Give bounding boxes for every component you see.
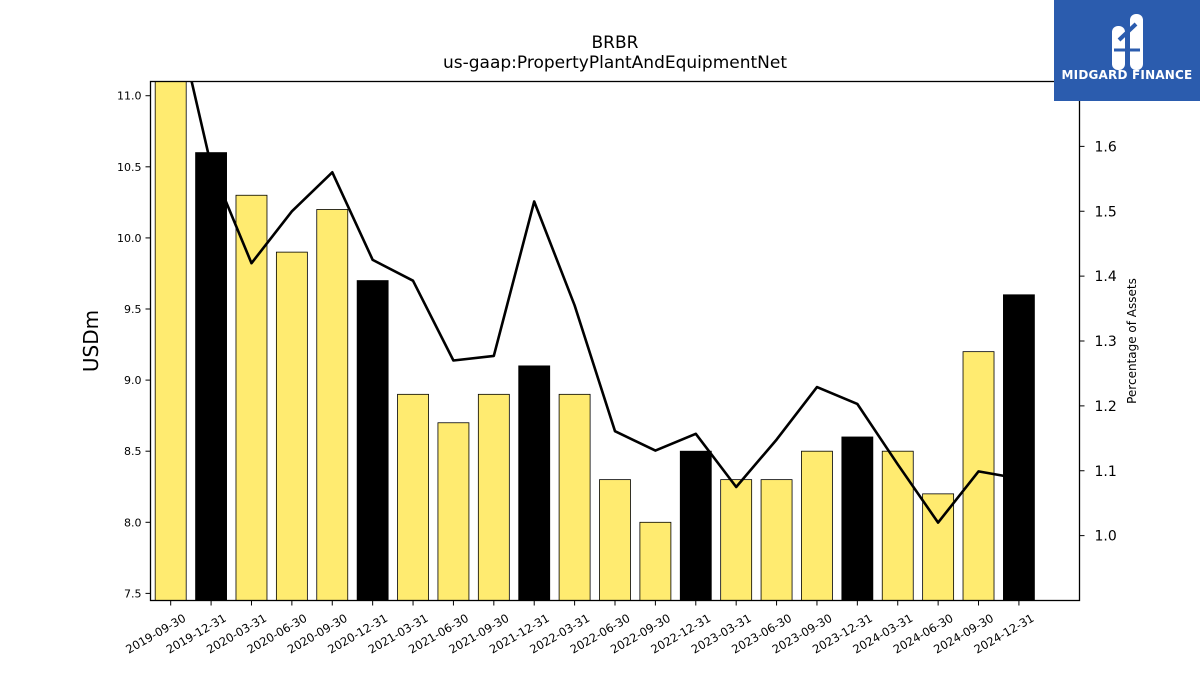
bar-2019-09-30 — [154, 81, 187, 601]
y2-tick-label: 1.5 — [1095, 204, 1117, 220]
bar-2020-09-30 — [316, 209, 349, 601]
bar-2023-03-31 — [720, 479, 753, 601]
y-tick-label: 8.0 — [124, 516, 142, 529]
bar-2024-12-31 — [1003, 294, 1035, 601]
y-tick-label: 8.5 — [124, 445, 142, 458]
bar-2022-12-31 — [679, 450, 712, 601]
y-tick-label: 11.0 — [117, 90, 142, 103]
bar-2020-06-30 — [275, 251, 308, 601]
brand-logo: MIDGARD FINANCE — [1054, 0, 1200, 101]
midgard-logo-icon — [1112, 14, 1143, 70]
bar-2021-06-30 — [437, 422, 470, 601]
y-tick-label: 10.0 — [117, 232, 142, 245]
bar-2021-03-31 — [397, 393, 429, 601]
bar-2021-09-30 — [477, 393, 510, 601]
y-tick-label: 9.5 — [124, 303, 142, 316]
bar-2022-06-30 — [599, 479, 631, 601]
y-axis-label: USDm — [79, 310, 103, 372]
percentage-line — [190, 81, 1020, 524]
bar-2020-03-31 — [235, 194, 268, 601]
y2-tick-label: 1.0 — [1095, 529, 1117, 545]
bar-2021-12-31 — [518, 365, 551, 601]
y2-tick-label: 1.2 — [1095, 399, 1117, 415]
bar-2019-12-31 — [195, 152, 227, 601]
bar-2022-03-31 — [558, 393, 591, 601]
y2-tick-label: 1.6 — [1095, 139, 1117, 155]
chart-subtitle: us-gaap:PropertyPlantAndEquipmentNet — [443, 53, 787, 73]
y2-axis-label: Percentage of Assets — [1125, 278, 1139, 404]
bar-2023-12-31 — [841, 436, 874, 601]
bar-2024-09-30 — [962, 351, 995, 601]
y2-tick-label: 1.3 — [1095, 334, 1117, 350]
bar-2022-09-30 — [639, 521, 672, 601]
bar-2024-06-30 — [922, 493, 955, 601]
chart-title: BRBR — [591, 33, 639, 53]
bar-2023-09-30 — [801, 450, 833, 601]
y-tick-label: 7.5 — [124, 587, 142, 600]
line-layer — [190, 81, 1020, 524]
logo-text: MIDGARD FINANCE — [1061, 68, 1193, 82]
bars-group — [154, 81, 1035, 601]
bar-2020-12-31 — [356, 280, 389, 601]
bar-2023-06-30 — [760, 479, 793, 601]
y-tick-label: 9.0 — [124, 374, 142, 387]
y-tick-label: 10.5 — [117, 161, 142, 174]
y2-tick-label: 1.1 — [1095, 464, 1117, 480]
bar-2024-03-31 — [881, 450, 914, 601]
y2-tick-label: 1.4 — [1095, 269, 1117, 285]
